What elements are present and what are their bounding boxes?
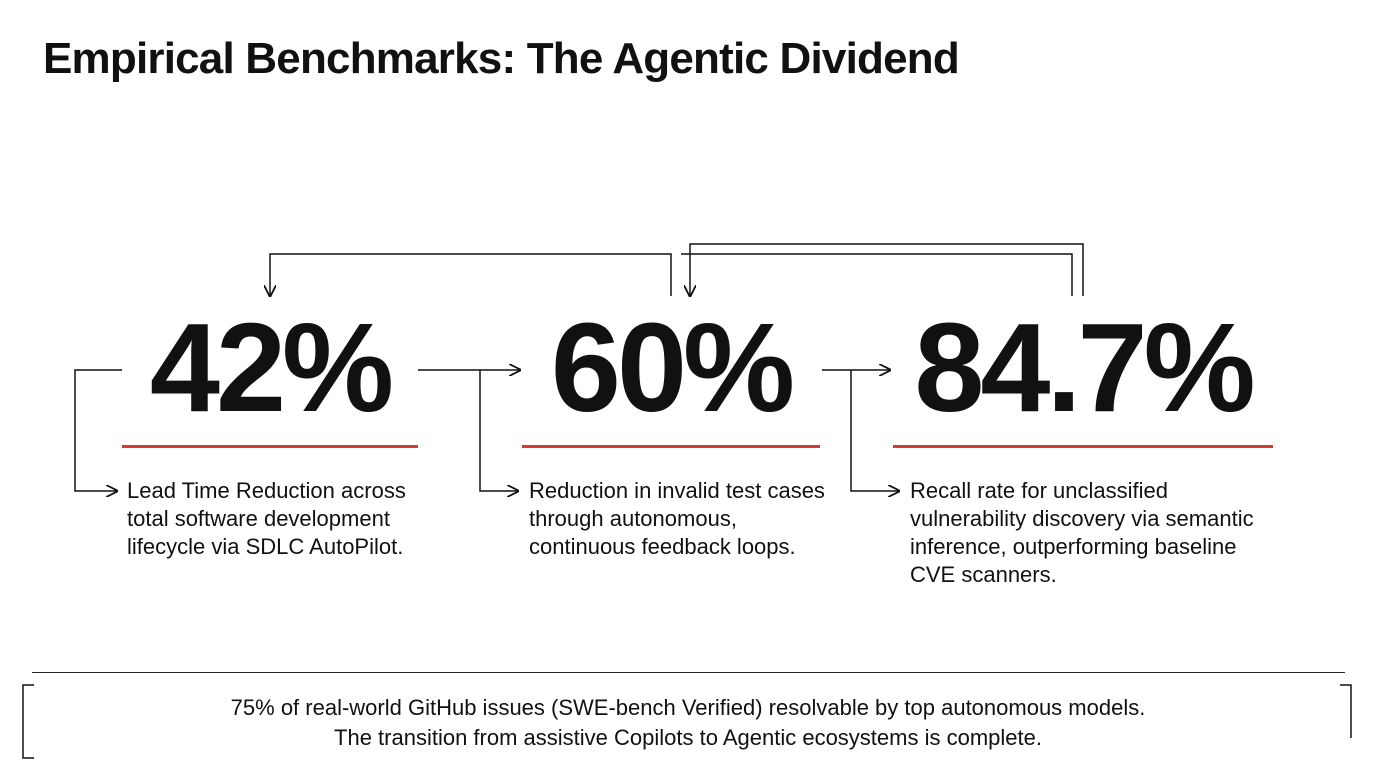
stat-value-lead-time: 42% bbox=[149, 297, 394, 438]
page-title: Empirical Benchmarks: The Agentic Divide… bbox=[43, 34, 960, 83]
desc-arrow-60 bbox=[479, 370, 518, 491]
loop-arrow-60-to-42 bbox=[270, 253, 672, 296]
stat-desc-recall-rate: Recall rate for unclassified vulnerabili… bbox=[910, 478, 1254, 587]
footer-bracket-left bbox=[22, 684, 34, 759]
footer-bracket-right bbox=[1340, 684, 1352, 738]
footer-callout: 75% of real-world GitHub issues (SWE-ben… bbox=[120, 693, 1256, 753]
stat-underline-invalid-tests bbox=[522, 445, 820, 448]
stat-desc-lead-time: Lead Time Reduction across total softwar… bbox=[127, 478, 406, 559]
loop-arrow-84-to-60-inner bbox=[681, 253, 1073, 296]
loop-arrow-84-to-60-outer bbox=[690, 243, 1084, 296]
desc-arrow-42 bbox=[74, 369, 122, 491]
stat-desc-invalid-tests: Reduction in invalid test cases through … bbox=[529, 478, 825, 559]
stat-value-recall-rate: 84.7% bbox=[914, 297, 1255, 438]
stat-underline-recall-rate bbox=[893, 445, 1273, 448]
stat-underline-lead-time bbox=[122, 445, 418, 448]
desc-arrow-84 bbox=[850, 370, 899, 491]
footer-divider bbox=[32, 672, 1345, 673]
footer-line-2: The transition from assistive Copilots t… bbox=[334, 725, 1042, 750]
footer-line-1: 75% of real-world GitHub issues (SWE-ben… bbox=[230, 695, 1146, 720]
stat-value-invalid-tests: 60% bbox=[550, 297, 795, 438]
